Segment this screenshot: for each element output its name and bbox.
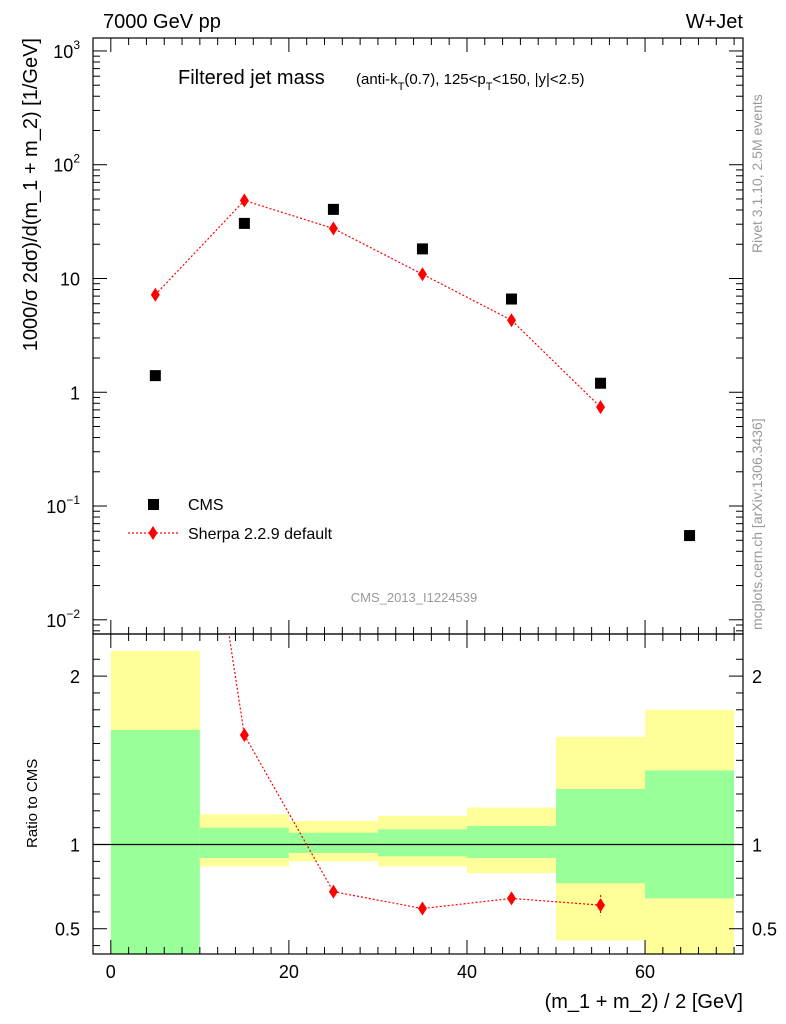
x-tick-label-60: 60: [635, 962, 655, 982]
sherpa-point-4: [506, 313, 516, 328]
legend-cms-marker: [148, 499, 159, 510]
chart-title-main: Filtered jet mass: [178, 67, 325, 89]
cms-point-5: [595, 377, 607, 389]
cms-point-0: [149, 370, 161, 382]
y-tick-label-1: 1: [70, 383, 80, 403]
sherpa-point-0: [150, 287, 160, 302]
ratio-stat-band-5: [556, 788, 646, 884]
y-tick-label-0.1: 10−1: [46, 493, 80, 517]
x-tick-label-20: 20: [279, 962, 299, 982]
x-tick-label-0: 0: [106, 962, 116, 982]
ratio-stat-band-4: [466, 826, 557, 858]
ratio-stat-band-1: [199, 827, 289, 858]
legend-sherpa-marker: [148, 526, 158, 540]
sherpa-ratio-point-1: [239, 728, 249, 743]
sherpa-point-3: [417, 267, 427, 282]
axis-ticks: [93, 38, 743, 954]
x-axis-label: (m_1 + m_2) / 2 [GeV]: [545, 991, 743, 1013]
sherpa-point-2: [328, 221, 338, 236]
ratio-tick-label-left-1: 1: [70, 836, 80, 856]
cms-point-2: [327, 203, 339, 215]
legend: CMS Sherpa 2.2.9 default: [128, 497, 333, 543]
cms-series: [149, 203, 696, 542]
y-tick-label-0.01: 10−2: [46, 607, 80, 631]
sherpa-ratio-point-2: [328, 884, 338, 899]
sherpa-point-5: [596, 400, 606, 415]
analysis-id: CMS_2013_I1224539: [351, 590, 478, 605]
mcplots-label: mcplots.cern.ch [arXiv:1306.3436]: [749, 418, 765, 630]
y-tick-label-100: 102: [53, 152, 80, 176]
sherpa-ratio-point-4: [506, 891, 516, 906]
cms-point-3: [416, 243, 428, 255]
sherpa-ratio-line: [228, 634, 601, 910]
cms-point-1: [238, 217, 250, 229]
sherpa-ratio-series: [228, 634, 606, 916]
axis-tick-labels: 0 20 40 60 10−2 10−1 1 10 102 103 0.5 0.5 1 1 2 2: [46, 38, 777, 982]
ratio-tick-label-right-1: 1: [752, 836, 762, 856]
cms-point-4: [505, 293, 517, 305]
sherpa-line: [154, 199, 601, 408]
chart-title: Filtered jet mass: [178, 67, 325, 89]
main-plot-frame: [92, 37, 744, 635]
ratio-stat-band-6: [645, 770, 735, 899]
rivet-label: Rivet 3.1.10, 2.5M events: [749, 94, 765, 253]
ratio-stat-band-2: [288, 832, 378, 853]
legend-cms-label: CMS: [188, 497, 224, 514]
y-tick-label-10: 10: [60, 269, 80, 289]
ratio-tick-label-right-0.5: 0.5: [752, 920, 777, 940]
y-axis-label: 1000/σ 2dσ)/d(m_1 + m_2) [1/GeV]: [20, 38, 42, 351]
ratio-y-axis-label: Ratio to CMS: [24, 759, 41, 848]
x-tick-label-40: 40: [457, 962, 477, 982]
header-right: W+Jet: [686, 11, 744, 33]
sherpa-ratio-point-5: [596, 898, 606, 913]
legend-sherpa-label: Sherpa 2.2.9 default: [188, 526, 333, 543]
chart-subtitle: (anti-kT(0.7), 125<pT<150, |y|<2.5): [356, 71, 585, 93]
sherpa-series: [150, 193, 606, 415]
ratio-stat-band-3: [377, 829, 467, 857]
header-left: 7000 GeV pp: [103, 11, 221, 33]
y-tick-label-1000: 103: [53, 38, 80, 62]
ratio-stat-band-0: [110, 730, 200, 954]
cms-point-6: [684, 530, 696, 542]
ratio-tick-label-left-0.5: 0.5: [55, 920, 80, 940]
ratio-tick-label-right-2: 2: [752, 667, 762, 687]
ratio-tick-label-left-2: 2: [70, 667, 80, 687]
sherpa-ratio-point-3: [417, 901, 427, 916]
sherpa-point-1: [239, 193, 249, 208]
